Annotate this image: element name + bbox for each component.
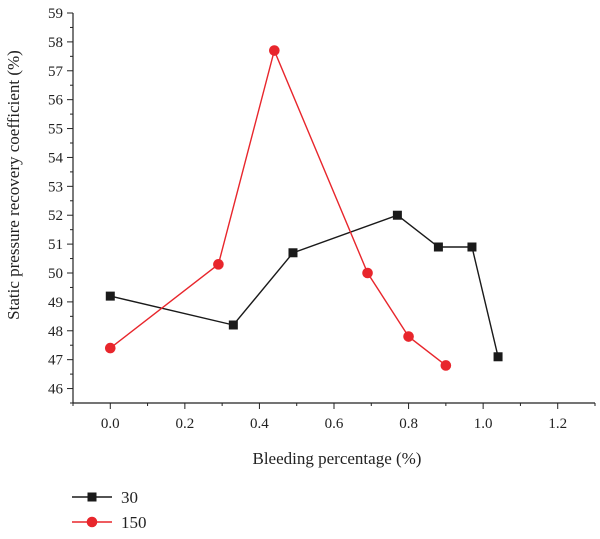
data-point [467, 242, 477, 252]
data-point [433, 242, 443, 252]
data-point [493, 352, 503, 362]
data-point [288, 248, 298, 258]
x-tick-label: 0.2 [175, 416, 194, 432]
y-tick-label: 48 [48, 324, 63, 340]
x-axis-title: Bleeding percentage (%) [253, 449, 422, 468]
series-line [110, 214, 499, 357]
series-line [109, 48, 447, 366]
data-point [269, 45, 280, 56]
data-point [403, 331, 414, 342]
y-tick-label: 56 [48, 93, 64, 109]
y-tick-label: 59 [48, 6, 63, 22]
y-axis-title: Static pressure recovery coefficient (%) [4, 50, 23, 320]
legend-label: 150 [121, 513, 147, 532]
data-point [362, 267, 373, 279]
legend-marker [87, 492, 97, 502]
x-tick-label: 0.4 [250, 416, 269, 432]
legend-label: 30 [121, 488, 138, 507]
y-tick-label: 52 [48, 208, 63, 224]
x-tick-label: 0.6 [325, 416, 344, 432]
data-point [104, 342, 116, 354]
y-tick-label: 46 [48, 382, 64, 398]
y-tick-label: 54 [48, 150, 64, 166]
x-tick-label: 1.0 [474, 416, 493, 432]
data-point [105, 291, 115, 301]
legend-marker [86, 516, 98, 528]
axes: 0.0 0.2 0.4 0.6 0.8 1.0 1.2 46 47 48 49 50 51 52 53 54 5… [48, 6, 596, 432]
legend-item: 30 [72, 488, 138, 507]
series-layer [104, 45, 503, 371]
y-tick-label: 53 [48, 179, 63, 195]
y-tick-label: 55 [48, 122, 63, 138]
y-tick-label: 57 [48, 64, 64, 80]
data-point [440, 360, 452, 371]
y-tick-label: 50 [48, 266, 63, 282]
data-point [228, 320, 238, 330]
y-tick-label: 49 [48, 295, 63, 311]
data-point [392, 210, 402, 220]
series-150 [104, 45, 452, 371]
y-tick-label: 51 [48, 237, 63, 253]
x-tick-label: 0.0 [101, 416, 120, 432]
legend-item: 150 [72, 513, 147, 532]
x-tick-label: 1.2 [548, 416, 567, 432]
series-30 [105, 210, 503, 362]
x-tick-label: 0.8 [399, 416, 418, 432]
y-tick-label: 58 [48, 35, 63, 51]
y-tick-label: 47 [48, 353, 64, 369]
data-point [213, 259, 224, 270]
